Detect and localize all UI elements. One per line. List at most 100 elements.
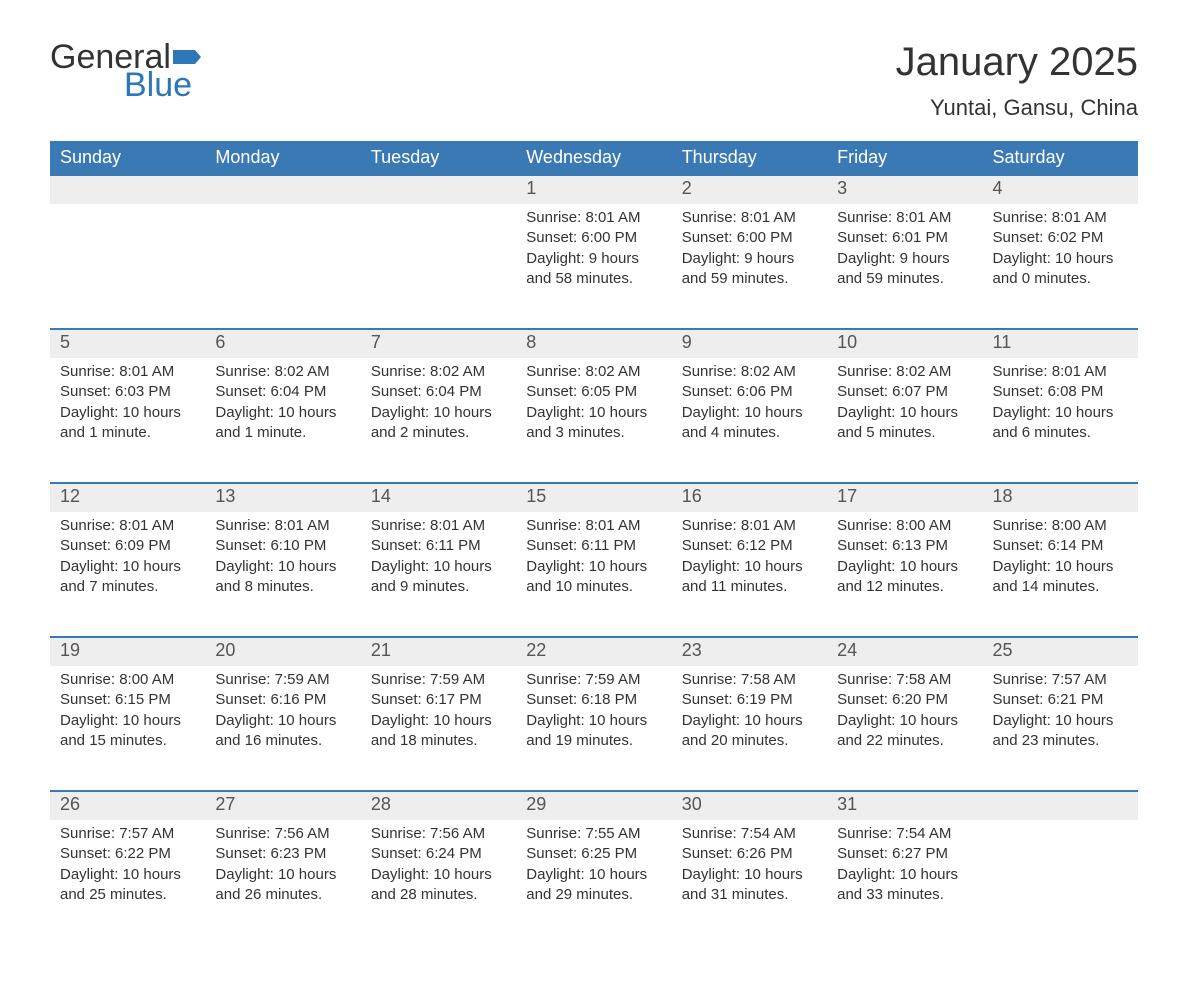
- location: Yuntai, Gansu, China: [896, 95, 1138, 121]
- weekday-header: Saturday: [983, 141, 1138, 175]
- day-data-cell: Sunrise: 8:02 AMSunset: 6:06 PMDaylight:…: [672, 358, 827, 483]
- sunset-line: Sunset: 6:17 PM: [371, 690, 506, 710]
- sunset-line: Sunset: 6:20 PM: [837, 690, 972, 710]
- daylight-line: Daylight: 10 hours and 8 minutes.: [215, 557, 350, 598]
- sunrise-line: Sunrise: 8:01 AM: [682, 516, 817, 536]
- sunrise-line: Sunrise: 7:58 AM: [837, 670, 972, 690]
- daylight-line: Daylight: 9 hours and 59 minutes.: [837, 249, 972, 290]
- sunrise-line: Sunrise: 8:02 AM: [371, 362, 506, 382]
- sunset-line: Sunset: 6:22 PM: [60, 844, 195, 864]
- sunrise-line: Sunrise: 8:01 AM: [682, 208, 817, 228]
- day-number-cell: 27: [205, 791, 360, 820]
- sunrise-line: Sunrise: 7:58 AM: [682, 670, 817, 690]
- day-number-cell: 25: [983, 637, 1138, 666]
- sunrise-line: Sunrise: 7:57 AM: [993, 670, 1128, 690]
- day-number-cell: 1: [516, 175, 671, 204]
- daylight-line: Daylight: 10 hours and 10 minutes.: [526, 557, 661, 598]
- sunrise-line: Sunrise: 7:56 AM: [371, 824, 506, 844]
- sunset-line: Sunset: 6:23 PM: [215, 844, 350, 864]
- sunrise-line: Sunrise: 8:02 AM: [526, 362, 661, 382]
- day-data-cell: Sunrise: 8:00 AMSunset: 6:13 PMDaylight:…: [827, 512, 982, 637]
- day-data-cell: Sunrise: 8:01 AMSunset: 6:10 PMDaylight:…: [205, 512, 360, 637]
- day-number-cell: 17: [827, 483, 982, 512]
- day-data-cell: Sunrise: 8:02 AMSunset: 6:04 PMDaylight:…: [205, 358, 360, 483]
- daylight-line: Daylight: 10 hours and 19 minutes.: [526, 711, 661, 752]
- sunset-line: Sunset: 6:15 PM: [60, 690, 195, 710]
- day-data-cell: Sunrise: 8:02 AMSunset: 6:07 PMDaylight:…: [827, 358, 982, 483]
- daylight-line: Daylight: 9 hours and 58 minutes.: [526, 249, 661, 290]
- daylight-line: Daylight: 10 hours and 28 minutes.: [371, 865, 506, 906]
- day-data-cell: Sunrise: 8:01 AMSunset: 6:03 PMDaylight:…: [50, 358, 205, 483]
- sunrise-line: Sunrise: 7:55 AM: [526, 824, 661, 844]
- day-data-cell: Sunrise: 8:01 AMSunset: 6:00 PMDaylight:…: [672, 204, 827, 329]
- day-number-cell: 22: [516, 637, 671, 666]
- day-data-cell: [361, 204, 516, 329]
- sunset-line: Sunset: 6:19 PM: [682, 690, 817, 710]
- sunrise-line: Sunrise: 8:01 AM: [526, 516, 661, 536]
- day-data-cell: Sunrise: 8:01 AMSunset: 6:01 PMDaylight:…: [827, 204, 982, 329]
- day-number-cell: 29: [516, 791, 671, 820]
- day-data-cell: Sunrise: 8:00 AMSunset: 6:14 PMDaylight:…: [983, 512, 1138, 637]
- daylight-line: Daylight: 10 hours and 7 minutes.: [60, 557, 195, 598]
- daylight-line: Daylight: 10 hours and 15 minutes.: [60, 711, 195, 752]
- sunset-line: Sunset: 6:21 PM: [993, 690, 1128, 710]
- sunset-line: Sunset: 6:11 PM: [526, 536, 661, 556]
- sunset-line: Sunset: 6:08 PM: [993, 382, 1128, 402]
- daylight-line: Daylight: 10 hours and 18 minutes.: [371, 711, 506, 752]
- weekday-header: Monday: [205, 141, 360, 175]
- sunset-line: Sunset: 6:05 PM: [526, 382, 661, 402]
- day-number-cell: [983, 791, 1138, 820]
- title-block: January 2025 Yuntai, Gansu, China: [896, 40, 1138, 121]
- day-number-cell: 21: [361, 637, 516, 666]
- sunrise-line: Sunrise: 8:01 AM: [60, 516, 195, 536]
- sunrise-line: Sunrise: 8:01 AM: [215, 516, 350, 536]
- sunset-line: Sunset: 6:06 PM: [682, 382, 817, 402]
- day-data-cell: Sunrise: 8:00 AMSunset: 6:15 PMDaylight:…: [50, 666, 205, 791]
- sunrise-line: Sunrise: 8:02 AM: [837, 362, 972, 382]
- sunset-line: Sunset: 6:24 PM: [371, 844, 506, 864]
- day-number-cell: 9: [672, 329, 827, 358]
- day-data-cell: Sunrise: 7:55 AMSunset: 6:25 PMDaylight:…: [516, 820, 671, 944]
- day-number-cell: 15: [516, 483, 671, 512]
- sunset-line: Sunset: 6:04 PM: [371, 382, 506, 402]
- sunset-line: Sunset: 6:12 PM: [682, 536, 817, 556]
- sunrise-line: Sunrise: 8:01 AM: [60, 362, 195, 382]
- header: General Blue January 2025 Yuntai, Gansu,…: [50, 40, 1138, 121]
- daylight-line: Daylight: 9 hours and 59 minutes.: [682, 249, 817, 290]
- day-number-cell: 6: [205, 329, 360, 358]
- day-number-cell: 12: [50, 483, 205, 512]
- daylight-line: Daylight: 10 hours and 1 minute.: [215, 403, 350, 444]
- daylight-line: Daylight: 10 hours and 22 minutes.: [837, 711, 972, 752]
- daylight-line: Daylight: 10 hours and 31 minutes.: [682, 865, 817, 906]
- sunset-line: Sunset: 6:07 PM: [837, 382, 972, 402]
- daylight-line: Daylight: 10 hours and 29 minutes.: [526, 865, 661, 906]
- calendar-body: 1234Sunrise: 8:01 AMSunset: 6:00 PMDayli…: [50, 175, 1138, 944]
- sunset-line: Sunset: 6:02 PM: [993, 228, 1128, 248]
- sunrise-line: Sunrise: 8:01 AM: [526, 208, 661, 228]
- day-number-row: 1234: [50, 175, 1138, 204]
- sunset-line: Sunset: 6:09 PM: [60, 536, 195, 556]
- sunrise-line: Sunrise: 7:54 AM: [682, 824, 817, 844]
- day-data-cell: Sunrise: 8:01 AMSunset: 6:02 PMDaylight:…: [983, 204, 1138, 329]
- day-number-cell: 8: [516, 329, 671, 358]
- day-data-cell: Sunrise: 7:59 AMSunset: 6:17 PMDaylight:…: [361, 666, 516, 791]
- day-number-cell: [50, 175, 205, 204]
- daylight-line: Daylight: 10 hours and 33 minutes.: [837, 865, 972, 906]
- sunrise-line: Sunrise: 7:54 AM: [837, 824, 972, 844]
- flag-icon: [173, 46, 205, 68]
- sunset-line: Sunset: 6:03 PM: [60, 382, 195, 402]
- day-data-cell: Sunrise: 7:56 AMSunset: 6:23 PMDaylight:…: [205, 820, 360, 944]
- sunset-line: Sunset: 6:00 PM: [682, 228, 817, 248]
- weekday-header: Sunday: [50, 141, 205, 175]
- day-data-cell: Sunrise: 7:59 AMSunset: 6:18 PMDaylight:…: [516, 666, 671, 791]
- sunrise-line: Sunrise: 8:01 AM: [837, 208, 972, 228]
- day-data-cell: Sunrise: 8:02 AMSunset: 6:04 PMDaylight:…: [361, 358, 516, 483]
- day-data-cell: Sunrise: 7:57 AMSunset: 6:21 PMDaylight:…: [983, 666, 1138, 791]
- day-data-row: Sunrise: 8:01 AMSunset: 6:09 PMDaylight:…: [50, 512, 1138, 637]
- daylight-line: Daylight: 10 hours and 11 minutes.: [682, 557, 817, 598]
- sunset-line: Sunset: 6:18 PM: [526, 690, 661, 710]
- day-number-row: 19202122232425: [50, 637, 1138, 666]
- day-number-cell: 26: [50, 791, 205, 820]
- daylight-line: Daylight: 10 hours and 16 minutes.: [215, 711, 350, 752]
- sunrise-line: Sunrise: 8:00 AM: [993, 516, 1128, 536]
